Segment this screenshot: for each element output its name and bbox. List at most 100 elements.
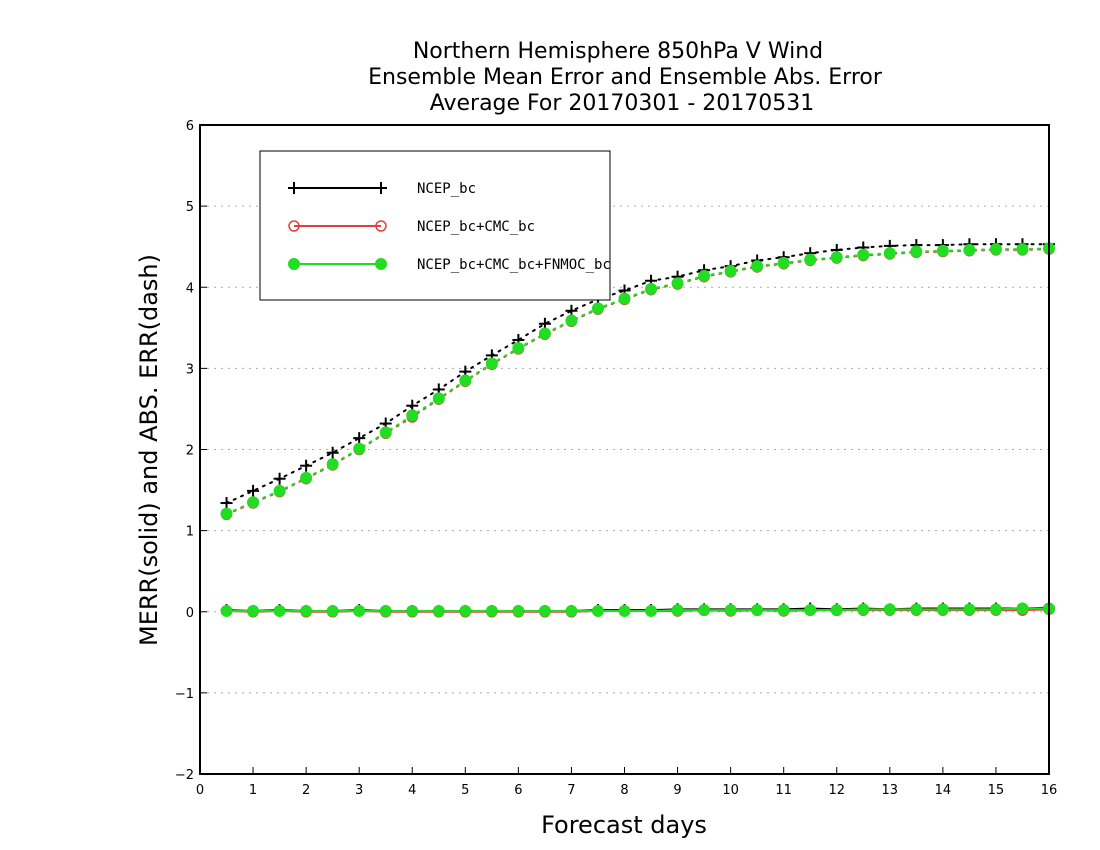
merr-point-ncep-bc-cmc-bc-fnmoc-bc-18 — [698, 604, 711, 617]
abs-err-point-ncep-bc-cmc-bc-fnmoc-bc-9 — [459, 374, 472, 387]
merr-point-ncep-bc-cmc-bc-fnmoc-bc-6 — [379, 604, 392, 617]
abs-err-point-ncep-bc-cmc-bc-fnmoc-bc-23 — [830, 251, 843, 264]
abs-err-point-ncep-bc-cmc-bc-fnmoc-bc-15 — [618, 292, 631, 305]
y-tick-label-0: −2 — [175, 768, 194, 783]
abs-err-point-ncep-bc-cmc-bc-fnmoc-bc-13 — [565, 314, 578, 327]
merr-point-ncep-bc-cmc-bc-fnmoc-bc-24 — [857, 603, 870, 616]
merr-point-ncep-bc-cmc-bc-fnmoc-bc-16 — [645, 604, 658, 617]
abs-err-point-ncep-bc-2 — [273, 472, 286, 485]
abs-err-point-ncep-bc-cmc-bc-fnmoc-bc-27 — [936, 244, 949, 257]
y-tick-label-1: −1 — [175, 687, 194, 702]
abs-err-point-ncep-bc-cmc-bc-fnmoc-bc-0 — [220, 507, 233, 520]
abs-err-point-ncep-bc-cmc-bc-fnmoc-bc-16 — [645, 282, 658, 295]
abs-err-point-ncep-bc-4 — [326, 446, 339, 459]
x-tick-label-0: 0 — [196, 783, 204, 798]
legend-marker-start — [288, 258, 300, 270]
merr-point-ncep-bc-cmc-bc-fnmoc-bc-23 — [830, 604, 843, 617]
y-axis-title: MERR(solid) and ABS. ERR(dash) — [135, 254, 163, 646]
chart-title: Northern Hemisphere 850hPa V Wind Ensemb… — [368, 39, 883, 116]
merr-point-ncep-bc-cmc-bc-fnmoc-bc-9 — [459, 604, 472, 617]
abs-err-point-ncep-bc-cmc-bc-fnmoc-bc-20 — [751, 260, 764, 273]
abs-err-point-ncep-bc-cmc-bc-fnmoc-bc-2 — [273, 484, 286, 497]
abs-err-point-ncep-bc-cmc-bc-fnmoc-bc-25 — [883, 247, 896, 260]
title-line-1: Northern Hemisphere 850hPa V Wind — [413, 39, 823, 64]
merr-point-ncep-bc-cmc-bc-fnmoc-bc-5 — [353, 604, 366, 617]
legend-label: NCEP_bc+CMC_bc+FNMOC_bc — [417, 257, 611, 273]
merr-point-ncep-bc-cmc-bc-fnmoc-bc-30 — [1016, 602, 1029, 615]
x-axis-title: Forecast days — [541, 811, 707, 839]
y-tick-label-8: 6 — [186, 119, 194, 134]
merr-point-ncep-bc-cmc-bc-fnmoc-bc-0 — [220, 604, 233, 617]
legend-item-ncep-bc-cmc-bc: NCEP_bc+CMC_bc — [288, 219, 535, 235]
abs-err-point-ncep-bc-0 — [220, 497, 233, 510]
merr-point-ncep-bc-cmc-bc-fnmoc-bc-15 — [618, 604, 631, 617]
x-tick-label-9: 9 — [673, 783, 681, 798]
merr-point-ncep-bc-cmc-bc-fnmoc-bc-25 — [883, 603, 896, 616]
merr-point-ncep-bc-cmc-bc-fnmoc-bc-4 — [326, 604, 339, 617]
y-tick-label-2: 0 — [186, 606, 194, 621]
title-line-2: Ensemble Mean Error and Ensemble Abs. Er… — [368, 65, 883, 90]
legend-marker-end — [375, 258, 387, 270]
x-tick-label-13: 13 — [882, 783, 899, 798]
abs-err-point-ncep-bc-cmc-bc-fnmoc-bc-14 — [591, 302, 604, 315]
x-tick-label-4: 4 — [408, 783, 416, 798]
legend-item-ncep-bc: NCEP_bc — [288, 181, 476, 197]
abs-err-point-ncep-bc-cmc-bc-fnmoc-bc-11 — [512, 342, 525, 355]
abs-err-point-ncep-bc-cmc-bc-fnmoc-bc-28 — [963, 243, 976, 256]
x-tick-label-15: 15 — [988, 783, 1005, 798]
abs-err-point-ncep-bc-cmc-bc-fnmoc-bc-26 — [910, 245, 923, 258]
legend-marker-start — [288, 220, 300, 232]
legend-marker-start — [288, 182, 300, 194]
y-tick-label-4: 2 — [186, 444, 194, 459]
x-tick-label-3: 3 — [355, 783, 363, 798]
x-tick-label-1: 1 — [249, 783, 257, 798]
merr-point-ncep-bc-cmc-bc-fnmoc-bc-27 — [936, 603, 949, 616]
abs-err-point-ncep-bc-cmc-bc-fnmoc-bc-21 — [777, 256, 790, 269]
abs-err-point-ncep-bc-cmc-bc-fnmoc-bc-30 — [1016, 243, 1029, 256]
x-tick-label-6: 6 — [514, 783, 522, 798]
x-tick-label-16: 16 — [1041, 783, 1058, 798]
x-tick-label-2: 2 — [302, 783, 310, 798]
merr-point-ncep-bc-cmc-bc-fnmoc-bc-8 — [432, 604, 445, 617]
abs-err-point-ncep-bc-cmc-bc-fnmoc-bc-29 — [989, 243, 1002, 256]
legend-items: NCEP_bc NCEP_bc+CMC_bc NCEP_bc+CMC_bc+FNMO… — [288, 181, 611, 273]
abs-err-point-ncep-bc-cmc-bc-fnmoc-bc-12 — [538, 327, 551, 340]
merr-point-ncep-bc-cmc-bc-fnmoc-bc-17 — [671, 604, 684, 617]
legend: NCEP_bc NCEP_bc+CMC_bc NCEP_bc+CMC_bc+FNMO… — [259, 150, 611, 301]
merr-point-ncep-bc-cmc-bc-fnmoc-bc-14 — [591, 604, 604, 617]
x-tick-label-5: 5 — [461, 783, 469, 798]
merr-point-ncep-bc-cmc-bc-fnmoc-bc-12 — [538, 604, 551, 617]
legend-item-ncep-bc-cmc-bc-fnmoc-bc: NCEP_bc+CMC_bc+FNMOC_bc — [288, 257, 611, 273]
y-tick-label-7: 5 — [186, 200, 194, 215]
merr-point-ncep-bc-cmc-bc-fnmoc-bc-29 — [989, 603, 1002, 616]
merr-point-ncep-bc-cmc-bc-fnmoc-bc-13 — [565, 604, 578, 617]
abs-err-point-ncep-bc-1 — [247, 484, 260, 497]
abs-err-point-ncep-bc-cmc-bc-fnmoc-bc-24 — [857, 248, 870, 261]
abs-err-point-ncep-bc-cmc-bc-fnmoc-bc-7 — [406, 409, 419, 422]
abs-err-point-ncep-bc-cmc-bc-fnmoc-bc-18 — [698, 269, 711, 282]
merr-point-ncep-bc-cmc-bc-fnmoc-bc-19 — [724, 604, 737, 617]
merr-point-ncep-bc-cmc-bc-fnmoc-bc-21 — [777, 604, 790, 617]
merr-point-ncep-bc-cmc-bc-fnmoc-bc-3 — [300, 604, 313, 617]
legend-marker-end — [375, 182, 387, 194]
merr-point-ncep-bc-cmc-bc-fnmoc-bc-20 — [751, 604, 764, 617]
merr-point-ncep-bc-cmc-bc-fnmoc-bc-22 — [804, 604, 817, 617]
y-tick-label-3: 1 — [186, 525, 194, 540]
abs-err-point-ncep-bc-5 — [353, 432, 366, 445]
abs-err-point-ncep-bc-cmc-bc-fnmoc-bc-6 — [379, 426, 392, 439]
abs-err-point-ncep-bc-cmc-bc-fnmoc-bc-8 — [432, 392, 445, 405]
merr-point-ncep-bc-cmc-bc-fnmoc-bc-1 — [247, 604, 260, 617]
x-tick-label-10: 10 — [722, 783, 739, 798]
abs-err-point-ncep-bc-3 — [300, 459, 313, 472]
x-tick-label-7: 7 — [567, 783, 575, 798]
series-points-ncep-bc-cmc-bc-fnmoc-bc — [220, 242, 1055, 617]
abs-err-point-ncep-bc-cmc-bc-fnmoc-bc-17 — [671, 277, 684, 290]
x-tick-label-11: 11 — [775, 783, 792, 798]
abs-err-point-ncep-bc-cmc-bc-fnmoc-bc-10 — [485, 357, 498, 370]
merr-point-ncep-bc-cmc-bc-fnmoc-bc-26 — [910, 603, 923, 616]
abs-err-point-ncep-bc-cmc-bc-fnmoc-bc-19 — [724, 265, 737, 278]
x-tick-label-14: 14 — [935, 783, 952, 798]
y-tick-label-6: 4 — [186, 281, 194, 296]
title-line-3: Average For 20170301 - 20170531 — [430, 91, 815, 116]
x-tick-label-8: 8 — [620, 783, 628, 798]
